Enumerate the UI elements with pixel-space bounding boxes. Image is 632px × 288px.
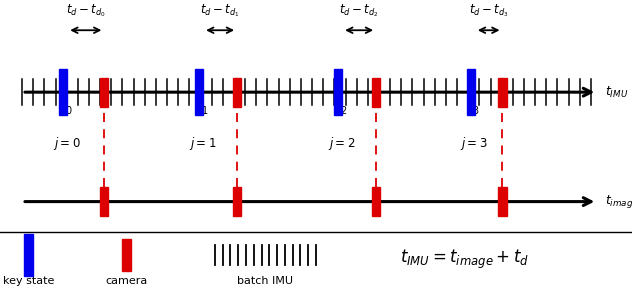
Text: $t_{image}$: $t_{image}$ — [605, 193, 632, 210]
Text: $t_d - t_{d_{1}}$: $t_d - t_{d_{1}}$ — [200, 2, 240, 19]
Bar — [499, 187, 507, 216]
Text: batch IMU: batch IMU — [238, 276, 293, 287]
Bar — [372, 78, 380, 107]
Text: $j = 3$: $j = 3$ — [460, 135, 488, 152]
Bar — [233, 187, 241, 216]
Text: $I_{0}$: $I_{0}$ — [61, 100, 72, 117]
Bar — [100, 187, 109, 216]
Text: $j = 2$: $j = 2$ — [327, 135, 355, 152]
Text: $t_d - t_{d_{3}}$: $t_d - t_{d_{3}}$ — [469, 2, 509, 19]
Bar — [466, 69, 475, 115]
Bar — [195, 69, 204, 115]
Text: $j = 1$: $j = 1$ — [188, 135, 216, 152]
Bar — [499, 78, 507, 107]
Text: $j = 0$: $j = 0$ — [52, 135, 80, 152]
Text: key state: key state — [3, 276, 54, 287]
Text: camera
Image: camera Image — [106, 276, 147, 288]
Bar — [59, 69, 67, 115]
Bar — [334, 69, 343, 115]
Bar — [24, 234, 33, 276]
Text: $t_{IMU}$: $t_{IMU}$ — [605, 85, 629, 100]
Text: $t_d - t_{d_{0}}$: $t_d - t_{d_{0}}$ — [66, 2, 106, 19]
Text: $t_{IMU} = t_{image} + t_d$: $t_{IMU} = t_{image} + t_d$ — [400, 248, 529, 271]
Bar — [123, 239, 131, 271]
Text: $t_d - t_{d_{2}}$: $t_d - t_{d_{2}}$ — [339, 2, 379, 19]
Text: $I_{1}$: $I_{1}$ — [197, 100, 208, 117]
Bar — [372, 187, 380, 216]
Text: $I_{2}$: $I_{2}$ — [336, 100, 347, 117]
Bar — [100, 78, 109, 107]
Bar — [233, 78, 241, 107]
Text: $I_{3}$: $I_{3}$ — [468, 100, 480, 117]
